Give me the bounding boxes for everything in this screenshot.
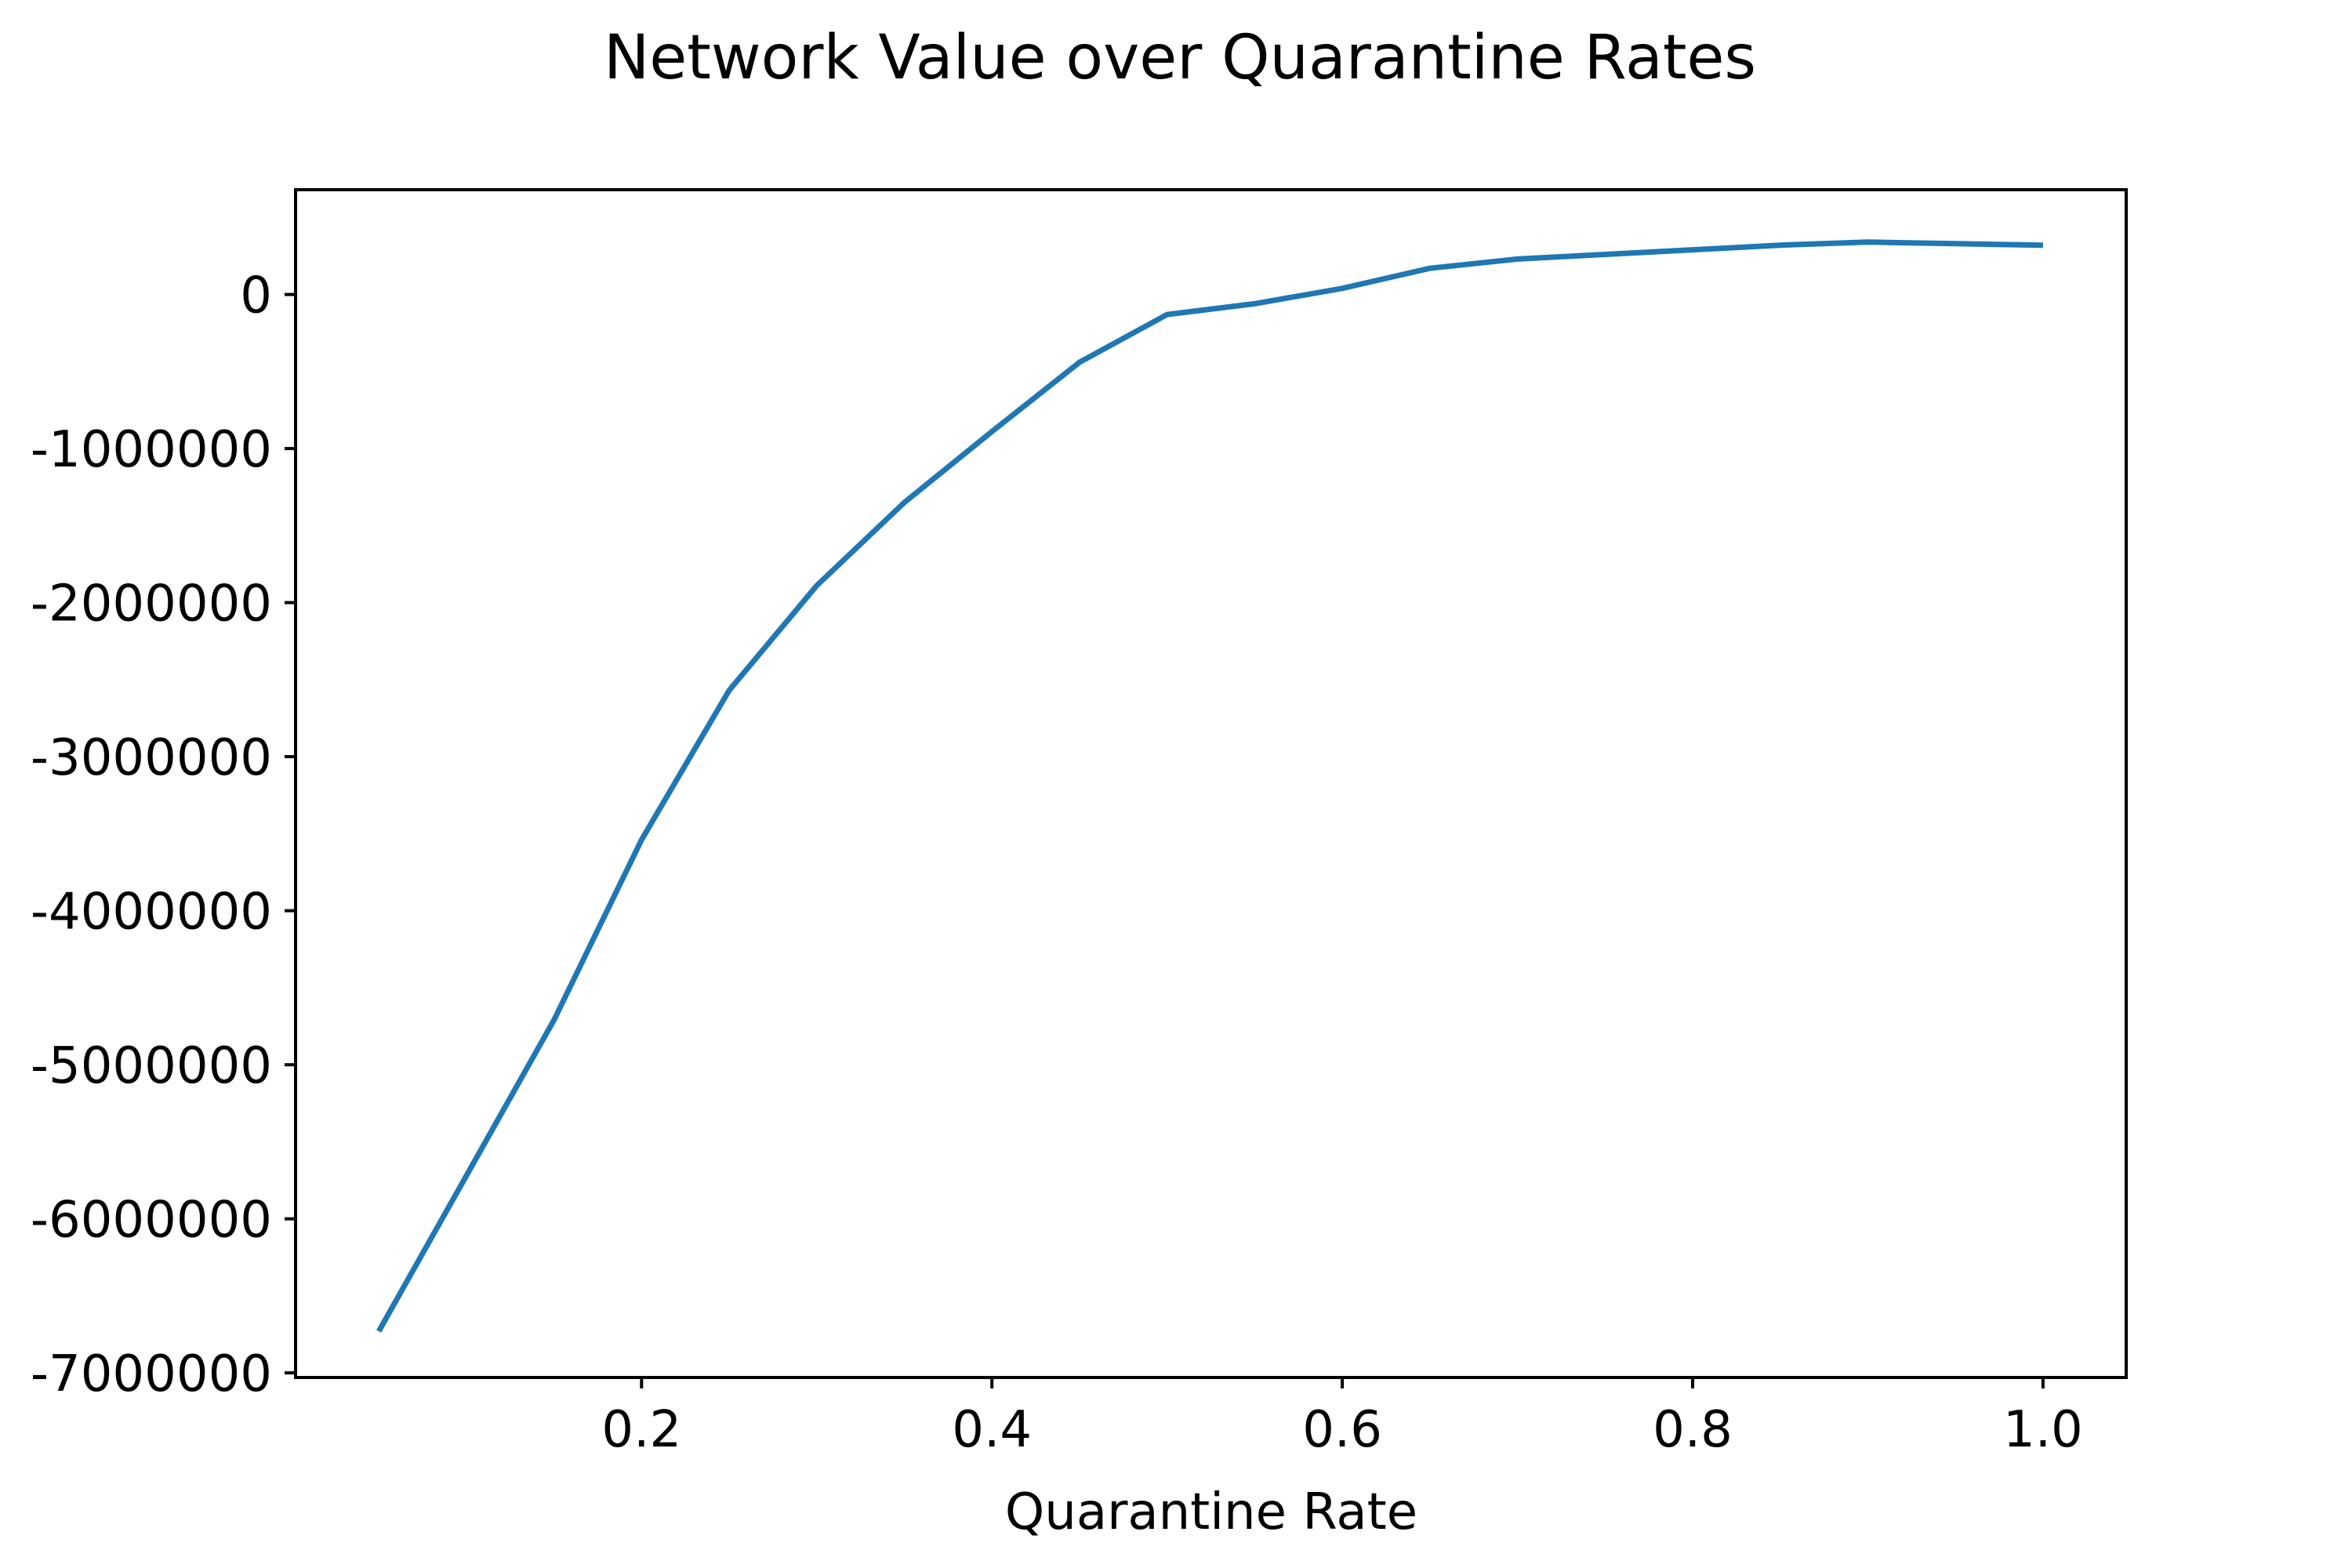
- x-tick-label: 0.4: [952, 1401, 1032, 1459]
- y-axis: 0 -1000000 -2000000 -3000000 -4000000 -500000…: [31, 267, 296, 1403]
- y-tick-label: -3000000: [31, 729, 272, 787]
- y-tick-label: -2000000: [31, 575, 272, 633]
- plot-area: 0.2 0.4 0.6 0.8 1.0 0 -1000000 -2000000 -300000…: [31, 188, 2128, 1459]
- x-axis-label: Quarantine Rate: [1005, 1483, 1417, 1541]
- x-tick-label: 0.2: [601, 1401, 681, 1459]
- x-axis: 0.2 0.4 0.6 0.8 1.0: [601, 1377, 2083, 1459]
- x-tick-label: 0.8: [1653, 1401, 1733, 1459]
- y-tick-label: -1000000: [31, 421, 272, 479]
- chart-title: Network Value over Quarantine Rates: [604, 23, 1756, 93]
- series-line: [376, 239, 2043, 1333]
- series-group: [376, 239, 2043, 1333]
- axes-frame: [294, 188, 2128, 1379]
- y-tick-label: -6000000: [31, 1192, 272, 1250]
- x-tick-label: 0.6: [1302, 1401, 1382, 1459]
- y-tick-label: 0: [240, 267, 272, 325]
- y-tick-label: -5000000: [31, 1037, 272, 1095]
- y-tick-label: -4000000: [31, 884, 272, 942]
- y-tick-label: -7000000: [31, 1345, 272, 1403]
- x-tick-label: 1.0: [2003, 1401, 2083, 1459]
